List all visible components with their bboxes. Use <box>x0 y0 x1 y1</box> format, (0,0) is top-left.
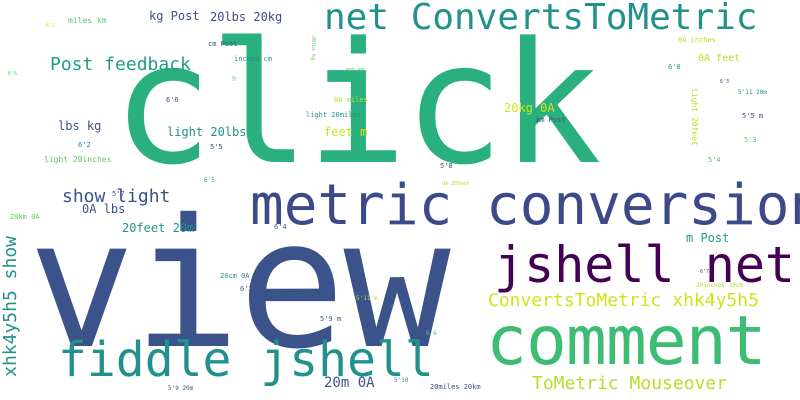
word-metric-conversion: metric conversion <box>250 173 800 238</box>
word-20lbs-20kg: 20lbs 20kg <box>210 10 283 24</box>
word-20km-0a: 20km 0A <box>10 213 40 221</box>
word-20feet-20m: 20feet 20m <box>122 221 195 235</box>
word-6-3-b: 6'3 <box>720 79 730 85</box>
word-5-11-m: 5'11 m <box>356 295 378 302</box>
word-km-post: km Post <box>536 116 566 124</box>
word-m-post: m Post <box>686 231 730 245</box>
word-6-6: 6'6 <box>166 96 179 104</box>
word-0a-lbs: 0A lbs <box>82 202 126 216</box>
word-lbs-kg: lbs kg <box>58 119 102 133</box>
word-fiddle-jshell: fiddle jshell <box>58 332 434 388</box>
word-xhk4y5h5-show: xhk4y5h5 show <box>0 236 21 377</box>
word-5-7: 5'7 <box>112 190 125 198</box>
word-5-4: 5'4 <box>708 156 721 164</box>
word-5-9-m: 5'9 m <box>320 315 342 323</box>
word-20miles-20km: 20miles 20km <box>430 383 481 391</box>
word-light-20feet: light 20feet <box>690 88 699 146</box>
word-jshell-net: jshell net <box>494 236 796 294</box>
word-m20-0a: 20m 0A <box>324 375 375 391</box>
word-20lbs-kg: 20lbs kg <box>310 36 316 61</box>
word-5-6: 5'6 <box>426 330 437 337</box>
word-6-0: 6'0 <box>668 63 681 71</box>
word-5-9-20m: 5'9 20m <box>168 385 194 392</box>
word-20kg-0a: 20kg 0A <box>504 101 555 115</box>
word-6-1: 6'1 <box>46 23 56 29</box>
word-light-20inches: light 20inches <box>44 155 112 164</box>
word-5-5-m: 5'5 m <box>742 112 764 120</box>
word-post-feedback: Post feedback <box>50 54 191 75</box>
word-6-5: 6'5 <box>204 177 215 184</box>
word-light-20lbs: light 20lbs <box>167 125 247 139</box>
word-6-7: 6'7 <box>700 269 710 275</box>
word-convertstometric-xhk4y5h5: ConvertsToMetric xhk4y5h5 <box>488 290 759 311</box>
word-view: view <box>28 181 451 388</box>
word-click: click <box>112 6 602 202</box>
word-5-11-20m: 5'11 20m <box>738 89 767 96</box>
word-mph-km: mph km <box>346 67 365 73</box>
word-0a-inches: 0A inches <box>678 36 716 44</box>
word-inches-cm: inches cm <box>234 55 272 63</box>
word-net-convertstometric: net ConvertsToMetric <box>324 0 758 38</box>
word-miles-km: miles km <box>68 16 107 25</box>
word-0a-feet: 0A feet <box>698 53 741 64</box>
word-5-5-a: 5'5 <box>210 143 223 151</box>
word-6-2: 6'2 <box>78 141 91 149</box>
word-show-light: show light <box>62 186 171 207</box>
word-cm-post: cm Post <box>208 40 238 48</box>
word-0a-20feet: 0A 20feet <box>442 181 470 187</box>
word-6-6-b: 6'6 <box>8 71 18 77</box>
word-5-8: 5'8 <box>440 162 453 170</box>
word-h: h <box>232 75 237 83</box>
word-tometric-mouseover: ToMetric Mouseover <box>532 373 728 394</box>
word-6-3-a: 6'3 <box>240 285 253 293</box>
word-5-10: 5'10 <box>394 377 409 384</box>
word-6-4: 6'4 <box>274 223 287 231</box>
word-20cm-0a: 20cm 0A <box>220 272 250 280</box>
word-light-20miles: light 20miles <box>306 111 361 119</box>
word-0a-miles: 0A miles <box>334 96 368 104</box>
word-comment: comment <box>486 302 767 381</box>
word-20inches-20cm: 20inches 20cm <box>696 282 743 289</box>
word-feet-m: feet m <box>324 125 368 139</box>
word-kg-post: kg Post <box>149 9 200 23</box>
word-5-3: 5'3 <box>744 136 757 144</box>
